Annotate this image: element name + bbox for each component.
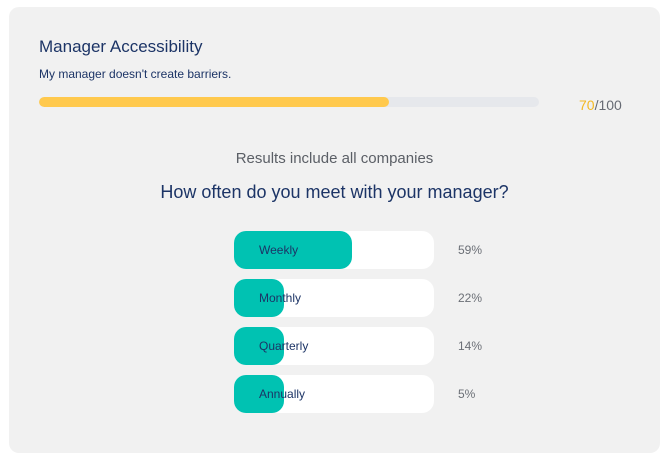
option-percent: 14% <box>458 339 483 353</box>
score-max: /100 <box>594 97 622 113</box>
option-fill <box>234 279 284 317</box>
option-label: Annually <box>259 387 306 401</box>
score-progress-bar <box>39 97 539 107</box>
option-fill <box>234 231 352 269</box>
option-fill <box>234 327 284 365</box>
results-note: Results include all companies <box>235 150 434 167</box>
card-subtitle: My manager doesn't create barriers. <box>39 67 232 81</box>
card-title: Manager Accessibility <box>39 37 203 56</box>
option-percent: 22% <box>458 291 483 305</box>
option-percent: 59% <box>458 243 483 257</box>
option-label: Weekly <box>259 243 299 257</box>
option-label: Monthly <box>259 291 302 305</box>
question-title: How often do you meet with your manager? <box>160 182 509 202</box>
survey-card: Manager Accessibility My manager doesn't… <box>9 7 660 453</box>
option-percent: 5% <box>458 387 476 401</box>
score-progress-fill <box>39 97 389 107</box>
score-readout: 70/100 <box>579 97 622 113</box>
option-fill <box>234 375 284 413</box>
option-label: Quarterly <box>259 339 309 353</box>
score-value: 70 <box>579 97 595 113</box>
